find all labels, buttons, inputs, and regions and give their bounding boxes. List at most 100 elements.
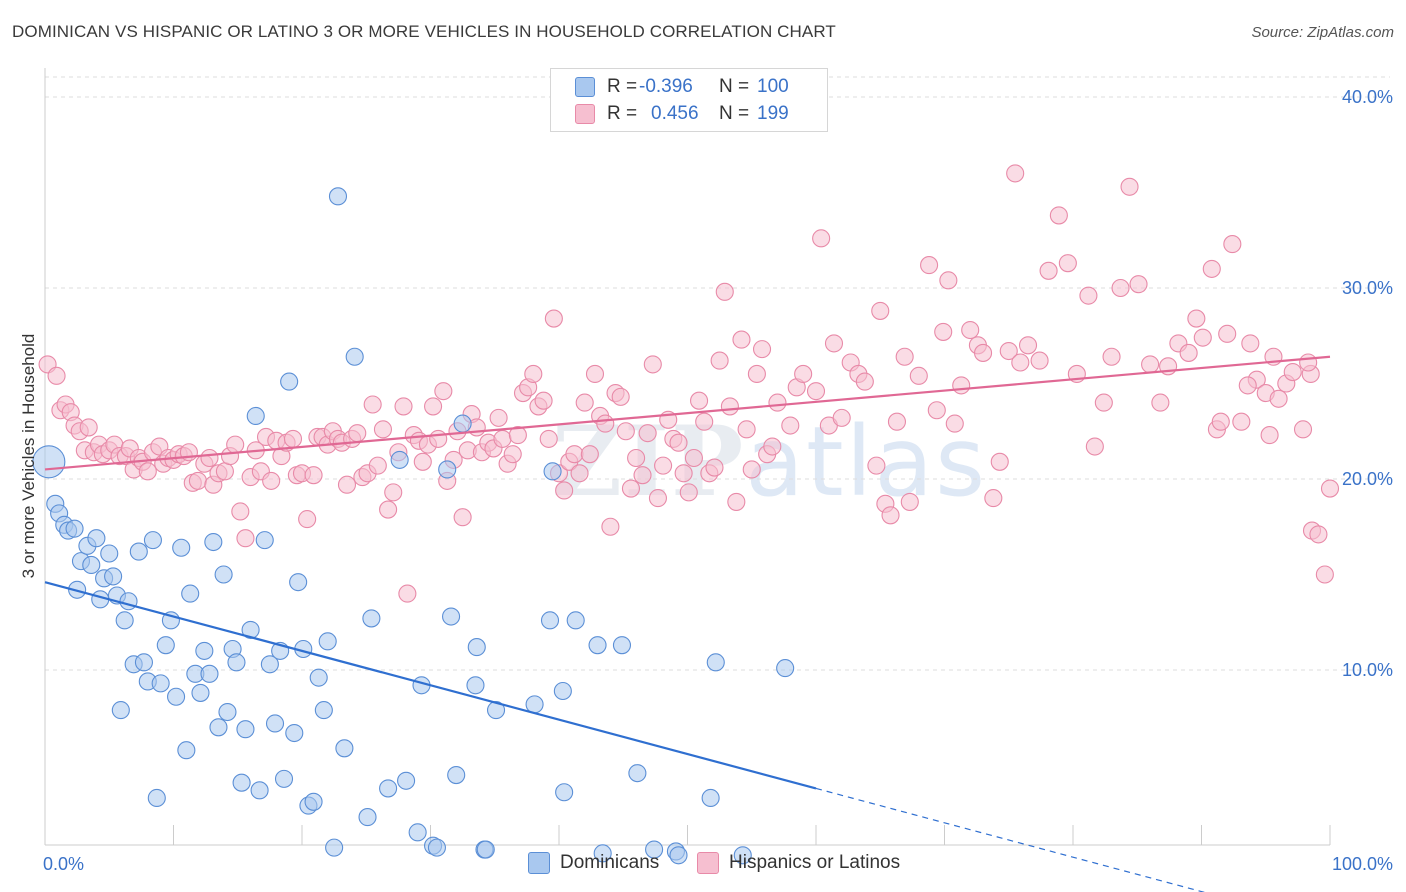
hispanic-point	[1232, 412, 1251, 431]
dominican-point	[309, 668, 328, 687]
hispanic-point	[881, 506, 900, 525]
hispanic-point	[1129, 275, 1148, 294]
hispanic-point	[1218, 324, 1237, 343]
dominican-point	[628, 764, 647, 783]
dominican-point	[379, 779, 398, 798]
hispanic-point	[188, 471, 207, 490]
hispanic-point	[1211, 412, 1230, 431]
series-swatch-pink	[697, 852, 719, 874]
chart-title: DOMINICAN VS HISPANIC OR LATINO 3 OR MOR…	[12, 22, 836, 41]
dominican-point	[447, 765, 466, 785]
hispanic-point	[47, 366, 66, 385]
dominican-point	[209, 718, 228, 737]
dominican-point	[776, 659, 795, 678]
dominican-point	[134, 653, 153, 672]
hispanic-point	[855, 372, 874, 391]
hispanic-point	[638, 424, 657, 443]
dominican-point	[65, 519, 84, 538]
hispanic-point	[398, 584, 417, 603]
dominican-point	[701, 788, 720, 808]
hispanic-point	[489, 408, 508, 427]
legend-n-value: 100	[757, 76, 789, 97]
dominican-point	[645, 840, 664, 859]
hispanic-point	[763, 437, 782, 456]
hispanic-point	[575, 393, 594, 412]
hispanic-point	[794, 364, 813, 384]
hispanic-point	[674, 464, 693, 483]
hispanic-point	[900, 492, 919, 511]
hispanic-point	[1187, 309, 1206, 328]
dominican-point	[328, 187, 348, 206]
dominican-point	[593, 844, 612, 863]
dominican-point	[167, 687, 186, 706]
dominican-point	[172, 538, 191, 557]
dominican-point	[87, 529, 106, 548]
hispanic-point	[633, 466, 652, 485]
dominican-point	[408, 823, 427, 842]
dominican-point	[453, 414, 472, 433]
hispanic-point	[236, 529, 255, 548]
hispanic-point	[732, 330, 751, 349]
dominican-point	[566, 611, 585, 630]
legend-n-label: N =	[719, 103, 750, 124]
series-legend-hispanics[interactable]: Hispanics or Latinos	[697, 852, 900, 874]
dominican-point	[200, 664, 219, 683]
hispanic-point	[627, 448, 646, 468]
hispanic-point	[867, 456, 886, 475]
dominican-point	[289, 573, 308, 592]
dominican-point	[325, 838, 344, 857]
stats-legend: R = -0.396 N = 100 R = 0.456 N = 199	[550, 68, 828, 132]
hispanic-point	[508, 426, 527, 445]
x-tick-label: 0.0%	[43, 854, 84, 874]
dominican-point	[265, 714, 285, 733]
hispanic-point	[715, 282, 734, 301]
hispanic-point	[695, 412, 714, 431]
dominican-point	[466, 676, 485, 695]
hispanic-point	[984, 489, 1003, 508]
hispanic-point	[1315, 565, 1334, 584]
hispanic-point	[544, 309, 563, 328]
hispanic-point	[945, 414, 964, 433]
hispanic-point	[337, 475, 357, 494]
series-legend-label: Hispanics or Latinos	[729, 852, 901, 873]
hispanic-point	[1260, 426, 1279, 445]
dominican-trend-line	[44, 581, 817, 790]
hispanic-point	[1299, 353, 1318, 372]
hispanic-point	[394, 397, 413, 416]
dominican-point	[214, 565, 233, 584]
legend-r-value: -0.396	[639, 76, 693, 97]
y-tick-label: 20.0%	[1342, 469, 1393, 489]
legend-r-value: 0.456	[651, 103, 699, 124]
dominican-point	[733, 846, 752, 865]
dominican-point	[274, 769, 294, 788]
dominican-point	[236, 720, 255, 739]
dominican-point	[195, 641, 214, 660]
hispanic-point	[555, 481, 574, 500]
dominican-point	[345, 347, 364, 366]
hispanic-point	[348, 424, 367, 443]
dominican-point	[285, 723, 304, 743]
hispanic-point	[570, 464, 589, 483]
dominican-point	[250, 781, 269, 800]
hispanic-point	[611, 387, 630, 406]
hispanic-point	[939, 271, 958, 290]
hispanic-point	[262, 471, 281, 490]
hispanic-point	[1223, 235, 1242, 254]
hispanic-point	[742, 460, 761, 479]
dominican-point	[304, 792, 323, 811]
dominican-point	[143, 531, 162, 550]
dominican-point	[669, 846, 688, 865]
series-legend-dominicans[interactable]: Dominicans	[528, 852, 659, 874]
dominican-point	[204, 532, 223, 552]
hispanic-point	[720, 397, 739, 416]
hispanic-point	[226, 435, 245, 454]
hispanic-point	[565, 445, 584, 464]
dominican-point	[218, 702, 237, 722]
hispanic-point	[283, 429, 303, 448]
legend-swatch-blue	[575, 77, 595, 97]
dominican-point	[280, 372, 299, 391]
dominican-point	[82, 555, 101, 575]
dominican-point	[335, 739, 354, 758]
dominican-point	[362, 609, 381, 628]
x-tick-label: 100.0%	[1332, 854, 1393, 874]
